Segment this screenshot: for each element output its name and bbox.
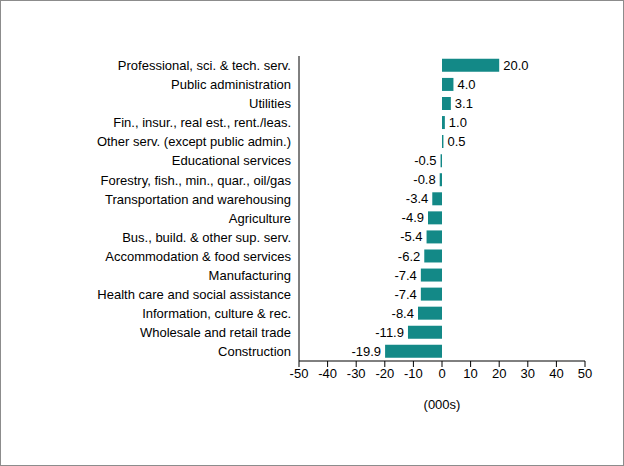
- svg-text:(000s): (000s): [424, 397, 461, 412]
- svg-text:0: 0: [438, 366, 445, 381]
- svg-text:-50: -50: [290, 366, 309, 381]
- svg-text:-8.4: -8.4: [392, 306, 414, 321]
- svg-text:3.1: 3.1: [455, 96, 473, 111]
- svg-text:-19.9: -19.9: [351, 344, 381, 359]
- svg-text:Forestry, fish., min., quar.,: Forestry, fish., min., quar., oil/gas: [101, 173, 292, 188]
- svg-text:Health care and social assista: Health care and social assistance: [97, 287, 291, 302]
- svg-text:10: 10: [463, 366, 477, 381]
- svg-text:Fin., insur., real est., rent.: Fin., insur., real est., rent./leas.: [113, 115, 291, 130]
- svg-text:Professional, sci. & tech. ser: Professional, sci. & tech. serv.: [118, 58, 291, 73]
- svg-text:-3.4: -3.4: [406, 191, 428, 206]
- svg-text:-7.4: -7.4: [394, 268, 416, 283]
- svg-text:Bus., build. & other sup. serv: Bus., build. & other sup. serv.: [122, 230, 291, 245]
- svg-text:Construction: Construction: [218, 344, 291, 359]
- svg-text:Information, culture & rec.: Information, culture & rec.: [142, 306, 291, 321]
- svg-text:40: 40: [549, 366, 563, 381]
- svg-text:Manufacturing: Manufacturing: [209, 268, 291, 283]
- svg-text:-7.4: -7.4: [394, 287, 416, 302]
- svg-text:20: 20: [492, 366, 506, 381]
- svg-text:Other serv. (except public adm: Other serv. (except public admin.): [97, 134, 291, 149]
- svg-text:Educational services: Educational services: [172, 153, 292, 168]
- svg-text:-40: -40: [318, 366, 337, 381]
- svg-text:Transportation and warehousing: Transportation and warehousing: [105, 192, 291, 207]
- svg-text:Wholesale and retail trade: Wholesale and retail trade: [140, 325, 291, 340]
- svg-text:Agriculture: Agriculture: [229, 211, 291, 226]
- svg-text:20.0: 20.0: [503, 58, 528, 73]
- svg-text:30: 30: [521, 366, 535, 381]
- svg-text:-11.9: -11.9: [375, 325, 404, 340]
- svg-text:-4.9: -4.9: [402, 210, 424, 225]
- svg-text:0.5: 0.5: [447, 134, 465, 149]
- svg-text:-0.5: -0.5: [414, 153, 436, 168]
- svg-text:-10: -10: [404, 366, 423, 381]
- svg-text:-5.4: -5.4: [400, 229, 422, 244]
- svg-text:-0.8: -0.8: [413, 172, 435, 187]
- svg-text:4.0: 4.0: [457, 77, 475, 92]
- svg-text:1.0: 1.0: [449, 115, 467, 130]
- svg-text:-20: -20: [375, 366, 394, 381]
- svg-text:Utilities: Utilities: [249, 96, 291, 111]
- svg-text:50: 50: [578, 366, 592, 381]
- svg-text:Accommodation & food services: Accommodation & food services: [105, 249, 291, 264]
- svg-text:-30: -30: [347, 366, 366, 381]
- svg-text:-6.2: -6.2: [398, 249, 420, 264]
- svg-text:Public administration: Public administration: [171, 77, 291, 92]
